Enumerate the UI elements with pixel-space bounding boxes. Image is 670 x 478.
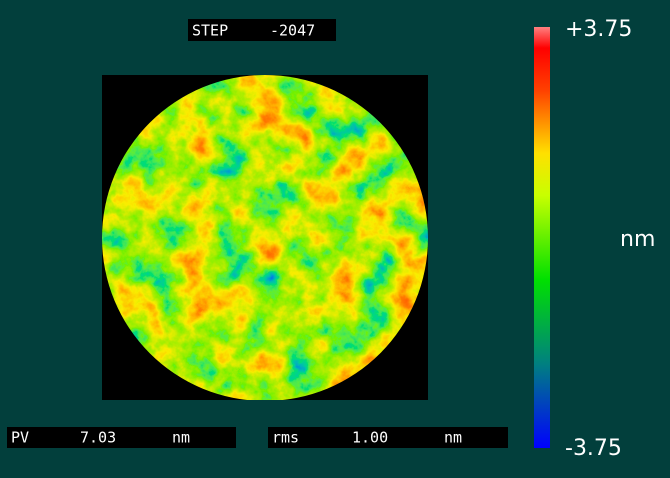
pv-value: 7.03 (80, 429, 116, 447)
step-box (188, 19, 336, 41)
rms-value: 1.00 (352, 429, 388, 447)
rms-label: rms (272, 429, 299, 447)
pv-unit: nm (172, 429, 190, 447)
rms-unit: nm (444, 429, 462, 447)
colorbar-min: -3.75 (565, 436, 622, 461)
step-value: -2047 (270, 22, 315, 40)
colorbar-unit: nm (620, 227, 655, 252)
pv-label: PV (11, 429, 29, 447)
colorbar (534, 27, 550, 448)
step-label: STEP (192, 22, 228, 40)
surface-texture (102, 75, 428, 400)
rms-box (268, 427, 508, 448)
colorbar-max: +3.75 (565, 17, 632, 42)
surface-map (102, 75, 428, 400)
pv-box (7, 427, 236, 448)
